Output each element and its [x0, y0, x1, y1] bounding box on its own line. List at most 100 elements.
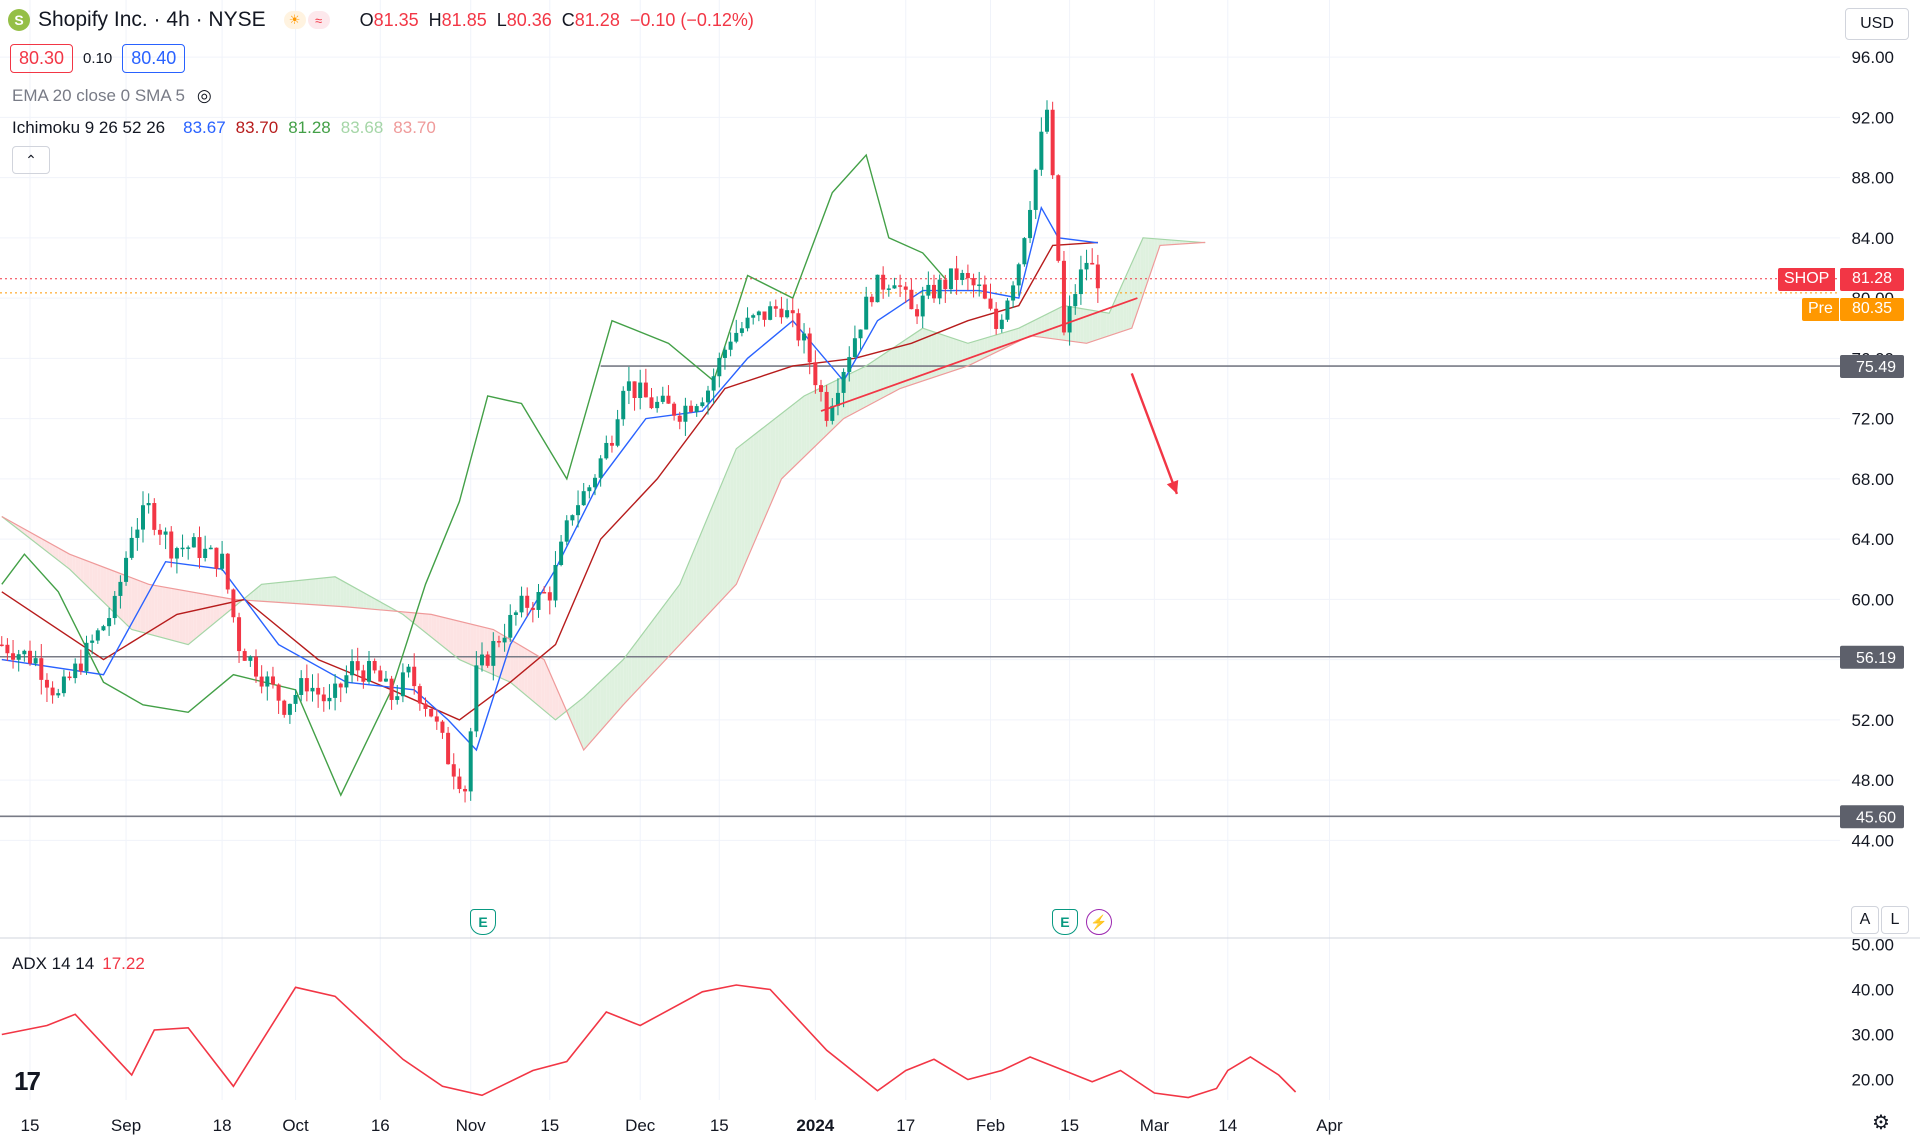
annotations — [820, 297, 1179, 495]
cloud-segment — [798, 398, 802, 463]
session-icons[interactable]: ☀ ≈ — [283, 11, 330, 29]
cloud-segment — [569, 706, 573, 725]
candle-up — [508, 614, 513, 638]
candle-down — [0, 644, 4, 647]
log-scale-button[interactable]: L — [1881, 906, 1909, 934]
candle-up — [84, 642, 89, 672]
cloud-segment — [89, 561, 93, 592]
cloud-segment — [883, 352, 886, 398]
symbol-title[interactable]: Shopify Inc. · 4h · NYSE — [38, 8, 266, 31]
cloud-segment — [97, 564, 101, 600]
cloud-segment — [753, 433, 757, 545]
cloud-segment — [335, 576, 338, 607]
cloud-segment — [688, 557, 692, 636]
eye-hidden-icon[interactable]: ◎ — [196, 86, 212, 105]
candle-up — [694, 406, 699, 412]
candle-down — [643, 382, 648, 398]
cloud-segment — [306, 579, 310, 605]
cloud-segment — [558, 691, 562, 718]
candle-up — [638, 382, 643, 399]
cloud-segment — [436, 615, 440, 644]
cloud-segment — [419, 613, 423, 631]
cloud-segment — [374, 598, 378, 610]
time-tick-label: Nov — [456, 1116, 487, 1135]
candle-up — [756, 311, 761, 316]
time-tick-label: 15 — [540, 1116, 559, 1135]
sun-icon[interactable]: ☀ — [283, 11, 306, 29]
price-axis: 96.0092.0088.0084.0080.0076.0072.0068.00… — [1840, 48, 1904, 850]
ask-price[interactable]: 80.40 — [122, 44, 186, 73]
cloud-segment — [772, 417, 776, 499]
cloud-segment — [222, 597, 225, 617]
cloud-segment — [648, 621, 652, 678]
candle-up — [655, 401, 660, 409]
cloud-segment — [1126, 269, 1129, 331]
cloud-segment — [298, 580, 302, 604]
cloud-segment — [659, 606, 663, 666]
cloud-segment — [1143, 237, 1146, 296]
candle-up — [604, 442, 609, 459]
cloud-segment — [103, 567, 107, 605]
cloud-segment — [1162, 239, 1166, 246]
cloud-segment — [736, 446, 740, 585]
cloud-segment — [866, 363, 870, 407]
level-label: 45.60 — [1856, 809, 1896, 826]
senkou-b-line — [1, 241, 1206, 752]
auto-scale-button[interactable]: A — [1851, 906, 1879, 934]
settings-gear-icon[interactable]: ⚙ — [1872, 1112, 1890, 1134]
price-tick-label: 64.00 — [1851, 530, 1894, 549]
candle-down — [463, 788, 468, 792]
symbol-header[interactable]: S Shopify Inc. · 4h · NYSE ☀ ≈ O81.35 H81… — [8, 8, 754, 32]
cloud-segment — [674, 588, 677, 651]
cloud-segment — [55, 546, 59, 561]
cloud-segment — [552, 678, 556, 720]
currency-button[interactable]: USD — [1845, 8, 1909, 40]
adx-tick-label: 40.00 — [1851, 981, 1894, 1000]
cloud-segment — [323, 577, 327, 606]
candle-down — [39, 658, 44, 680]
earnings-icon[interactable]: E — [1051, 909, 1078, 935]
cloud-segment — [332, 576, 336, 607]
cloud-segment — [1035, 318, 1039, 337]
cloud-segment — [49, 543, 53, 557]
cloud-segment — [801, 396, 805, 460]
candle-down — [677, 415, 682, 422]
collapse-legend-button[interactable]: ⌃ — [12, 146, 50, 174]
cloud-segment — [634, 640, 638, 693]
cloud-segment — [713, 496, 717, 609]
dividend-split-icon[interactable]: ⚡ — [1085, 909, 1112, 935]
candle-down — [915, 309, 920, 317]
wave-icon[interactable]: ≈ — [307, 11, 330, 29]
candle-up — [768, 306, 773, 320]
ichimoku-legend[interactable]: Ichimoku 9 26 52 26 83.67 83.70 81.28 83.68… — [12, 118, 436, 138]
earnings-icon[interactable]: E — [470, 909, 496, 935]
cloud-segment — [614, 665, 618, 715]
candle-up — [683, 405, 688, 422]
cloud-segment — [1137, 244, 1141, 312]
cloud-segment — [546, 666, 550, 716]
bid-ask[interactable]: 80.30 0.10 80.40 — [10, 44, 186, 73]
cloud-segment — [1047, 312, 1050, 339]
cloud-segment — [804, 394, 807, 457]
cloud-segment — [665, 599, 669, 660]
adx-legend[interactable]: ADX 14 14 17.22 — [12, 954, 145, 974]
cloud-segment — [357, 589, 361, 609]
bid-price[interactable]: 80.30 — [10, 44, 74, 73]
cloud-segment — [349, 584, 353, 608]
cloud-segment — [360, 590, 364, 609]
cloud-segment — [592, 686, 595, 741]
tradingview-logo-icon[interactable]: 17 — [14, 1066, 41, 1096]
ema-sma-legend[interactable]: EMA 20 close 0 SMA 5 ◎ — [12, 86, 212, 106]
cloud-segment — [154, 585, 158, 637]
cloud-segment — [815, 389, 819, 446]
cloud-segment — [959, 340, 963, 369]
cloud-segment — [326, 577, 330, 606]
candle-down — [270, 676, 275, 685]
cloud-segment — [860, 367, 864, 410]
cloud-segment — [821, 386, 824, 441]
candle-up — [802, 333, 807, 341]
cloud-segment — [431, 614, 434, 640]
cloud-segment — [318, 578, 321, 606]
candle-down — [1061, 260, 1066, 333]
